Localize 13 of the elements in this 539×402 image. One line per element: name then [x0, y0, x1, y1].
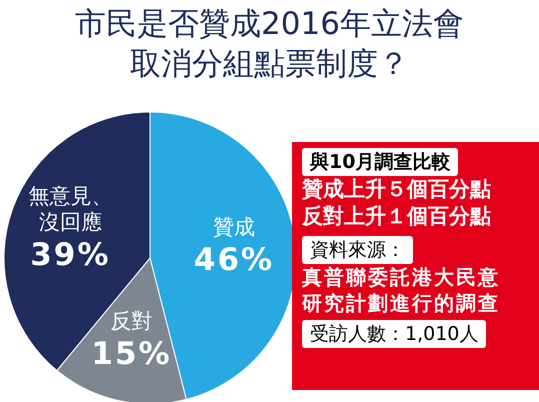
slice-label: 贊成	[212, 214, 256, 240]
text: 贊成上升５個百分點	[302, 177, 491, 201]
slice-label: 無意見、沒回應	[27, 183, 114, 236]
text: 真普聯委託港大民意研究計劃進行的調查	[302, 265, 500, 315]
data-label: 39%	[29, 236, 112, 276]
data-label: 46%	[192, 241, 276, 280]
source-note: 資料來源：	[302, 236, 413, 264]
text: 反對上升１個百分點	[302, 204, 491, 228]
data-label: 15%	[90, 334, 173, 374]
chart-title: 市民是否贊成2016年立法會取消分組點票制度？	[74, 5, 465, 84]
text: 與10月調查比較	[302, 148, 458, 176]
slice-label: 反對	[110, 308, 154, 334]
text: 受訪人數：1,010人	[302, 320, 486, 348]
